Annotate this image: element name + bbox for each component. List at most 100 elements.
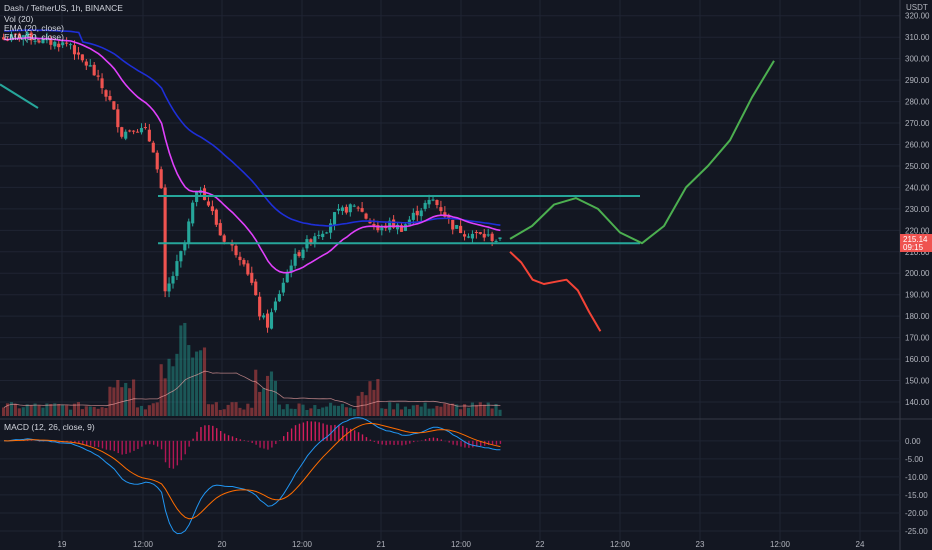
volume-bar (108, 386, 112, 416)
volume-bar (277, 404, 281, 416)
candle-body (321, 233, 325, 238)
price-tick-label: 250.00 (905, 162, 930, 171)
candle-body (459, 225, 463, 234)
volume-bar (25, 404, 29, 416)
last-price-tag (900, 234, 932, 252)
candle-body (112, 101, 116, 110)
volume-bar (80, 409, 84, 416)
candle-body (415, 210, 419, 216)
candle-body (132, 130, 136, 132)
legend-volume[interactable]: Vol (20) (4, 14, 33, 24)
volume-bar (57, 404, 61, 416)
bar-countdown: 09:15 (903, 243, 924, 252)
macd-tick-label: -5.00 (905, 455, 924, 464)
volume-bar (202, 347, 207, 416)
time-tick-label: 20 (218, 540, 227, 549)
volume-bar (116, 380, 120, 416)
candle-body (313, 236, 317, 244)
volume-bar (494, 403, 498, 416)
time-tick-label: 12:00 (451, 540, 472, 549)
candle-body (474, 232, 478, 234)
volume-bar (33, 403, 37, 416)
legend-ema50[interactable]: EMA (50, close) (4, 32, 64, 42)
candle-body (325, 232, 329, 234)
volume-bar (65, 405, 69, 416)
candle-body (92, 64, 96, 76)
candle-body (124, 131, 128, 139)
price-tick-label: 310.00 (905, 33, 930, 42)
chart-title: Dash / TetherUS, 1h, BINANCE (4, 3, 123, 13)
candle-body (238, 256, 242, 261)
candle-body (376, 225, 380, 231)
candle-body (230, 243, 234, 246)
time-tick-label: 12:00 (133, 540, 154, 549)
candle-body (356, 207, 360, 209)
volume-bar (498, 409, 502, 416)
candle-body (439, 207, 443, 212)
ema20-line (3, 36, 501, 274)
candle-body (258, 296, 262, 317)
volume-bar (478, 402, 482, 416)
candle-body (403, 224, 408, 231)
volume-bar (285, 404, 289, 416)
volume-bar (317, 409, 321, 416)
candle-body (21, 35, 25, 40)
candle-body (9, 34, 14, 41)
volume-bar (407, 409, 411, 416)
volume-bar (447, 403, 451, 416)
volume-bar (388, 402, 392, 416)
candle-body (293, 253, 297, 266)
volume-bar (455, 404, 459, 416)
price-tick-label: 200.00 (905, 269, 930, 278)
legend-ema20[interactable]: EMA (20, close) (4, 23, 64, 33)
volume-bar (238, 407, 242, 416)
volume-bar (380, 408, 384, 416)
volume-bar (68, 409, 73, 416)
legend-macd[interactable]: MACD (12, 26, close, 9) (4, 422, 95, 432)
volume-bar (167, 358, 171, 416)
candle-body (143, 127, 147, 129)
volume-bar (21, 407, 25, 416)
candle-body (466, 236, 471, 238)
candle-body (33, 40, 37, 42)
price-tick-label: 220.00 (905, 226, 930, 235)
volume-bar (218, 409, 222, 416)
volume-bar (61, 404, 65, 416)
price-tick-label: 190.00 (905, 291, 930, 300)
volume-bar (325, 406, 329, 416)
candle-body (13, 33, 17, 35)
candle-body (191, 202, 195, 224)
volume-bar (234, 402, 238, 416)
volume-bar (92, 406, 96, 416)
volume-bar (399, 409, 404, 416)
ema50-line (3, 29, 501, 227)
volume-bar (258, 391, 262, 416)
volume-bar (84, 406, 88, 416)
candle-body (462, 234, 467, 237)
candle-body (277, 293, 281, 302)
candle-body (348, 204, 352, 213)
candle-body (478, 232, 482, 234)
time-tick-label: 12:00 (292, 540, 313, 549)
candle-body (76, 52, 80, 55)
candle-body (222, 235, 226, 242)
volume-bar (419, 406, 423, 416)
volume-bar (427, 408, 431, 416)
candle-body (72, 45, 77, 55)
candle-body (470, 233, 474, 239)
candle-body (96, 75, 100, 77)
candle-body (340, 207, 344, 211)
volume-bar (88, 406, 92, 416)
volume-bar (45, 403, 49, 416)
candle-body (482, 233, 486, 238)
volume-bar (112, 387, 116, 416)
volume-bar (199, 350, 203, 416)
price-tick-label: 230.00 (905, 205, 930, 214)
candle-body (41, 39, 45, 44)
price-tick-label: 270.00 (905, 119, 930, 128)
volume-bar (96, 408, 100, 416)
volume-bar (431, 408, 435, 416)
candle-body (254, 281, 258, 296)
volume-bar (2, 407, 6, 416)
